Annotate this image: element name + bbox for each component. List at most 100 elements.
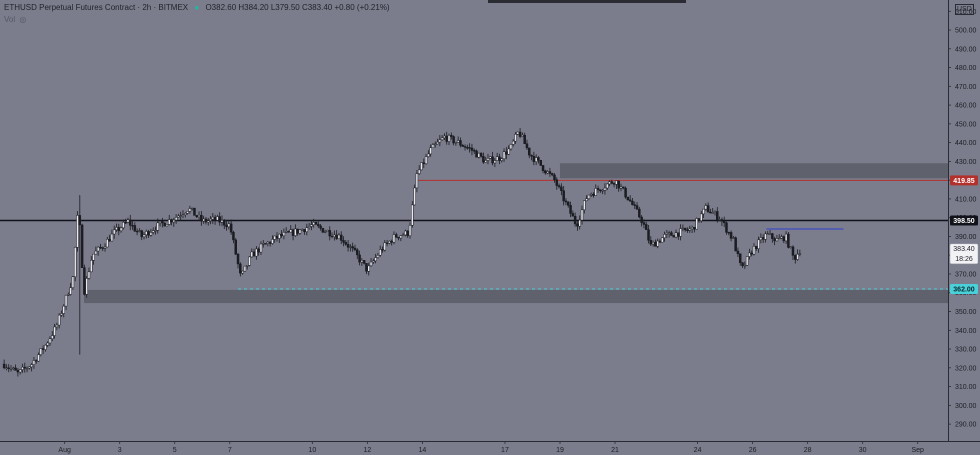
candle-body — [408, 225, 412, 237]
candle-body — [353, 247, 357, 251]
eye-icon[interactable]: ◎ — [19, 15, 27, 24]
candle-body — [711, 212, 714, 214]
candle-body — [491, 156, 494, 164]
candle-body — [468, 147, 471, 149]
candle-body — [154, 230, 157, 232]
candle-body — [466, 147, 469, 149]
candle-body — [484, 160, 487, 163]
candle-body — [284, 231, 288, 233]
candle-body — [344, 242, 348, 245]
candle-body — [220, 219, 224, 223]
candle-body — [688, 228, 692, 231]
volume-indicator[interactable]: Vol ◎ — [4, 15, 26, 24]
price-tick-label: 340.00 — [955, 328, 977, 335]
candle-body — [553, 174, 556, 181]
candle-body — [622, 186, 625, 189]
candle-body — [135, 230, 139, 233]
candle-body — [156, 222, 160, 231]
candle-body — [115, 227, 118, 231]
candle-body — [642, 222, 646, 225]
candle-body — [546, 171, 549, 174]
candle-body — [658, 240, 662, 243]
candle-body — [273, 235, 276, 240]
candle-body — [23, 366, 27, 369]
candle-body — [356, 249, 359, 256]
candle-body — [223, 219, 226, 226]
candle-body — [287, 231, 290, 233]
candle-body — [165, 224, 169, 227]
candle-body — [291, 229, 295, 236]
candle-body — [330, 235, 334, 238]
candle-body — [628, 199, 632, 202]
candle-body — [131, 225, 134, 227]
price-tick-label: 490.00 — [955, 46, 977, 53]
interval-label[interactable]: 2h — [142, 3, 152, 12]
candle-body — [80, 224, 84, 268]
candle-body — [738, 253, 742, 263]
last-price-badge-bg — [949, 243, 979, 265]
symbol-name[interactable]: ETHUSD Perpetual Futures Contract — [4, 3, 136, 12]
candle-body — [404, 230, 407, 236]
candle-body — [443, 135, 446, 139]
candle-body — [438, 139, 442, 143]
candle-body — [706, 205, 710, 213]
candle-body — [459, 140, 462, 146]
candle-body — [307, 226, 311, 228]
candle-body — [149, 232, 153, 236]
candle-body — [633, 204, 637, 206]
candle-body — [771, 233, 774, 239]
candle-body — [124, 222, 127, 224]
candle-body — [445, 135, 448, 142]
last-price-label: 383.40 — [953, 246, 975, 253]
candle-body — [381, 249, 384, 251]
candle-body — [271, 239, 274, 244]
candle-body — [204, 218, 208, 223]
candle-body — [96, 246, 100, 252]
candle-body — [62, 305, 66, 314]
candle-body — [78, 215, 82, 226]
candle-body — [60, 313, 63, 316]
candle-body — [122, 222, 125, 229]
candle-body — [743, 264, 747, 267]
candle-body — [71, 276, 75, 288]
candle-body — [716, 211, 719, 220]
candle-body — [225, 224, 228, 228]
candle-body — [21, 366, 24, 370]
time-axis[interactable]: Aug 3 5 7 10 12 14 17 19 21 24 26 28 30 Sep — [0, 441, 980, 454]
candle-body — [195, 215, 199, 218]
candle-body — [197, 214, 201, 218]
price-tick-label: 460.00 — [955, 103, 977, 110]
price-tick-label: 470.00 — [955, 84, 977, 91]
time-tick-label: Sep — [911, 447, 924, 454]
candle-body — [794, 255, 797, 260]
time-tick-label: 14 — [419, 447, 427, 454]
candle-body — [693, 226, 696, 230]
candle-body — [57, 314, 61, 326]
candle-body — [151, 230, 155, 233]
price-tick-label: 500.00 — [955, 28, 977, 35]
candle-body — [262, 243, 265, 245]
candle-body — [571, 213, 575, 217]
candle-body — [326, 230, 329, 232]
candle-body — [479, 152, 483, 157]
candle-body — [108, 239, 111, 242]
candle-body — [456, 140, 460, 143]
candle-body — [129, 219, 132, 226]
candle-body — [248, 256, 251, 266]
candle-body — [475, 150, 478, 158]
time-tick-label: 7 — [228, 447, 232, 454]
currency-badge[interactable]: USD — [955, 4, 974, 15]
candlestick-series — [2, 127, 802, 377]
candle-body — [328, 230, 332, 237]
candle-body — [759, 237, 763, 241]
candle-body — [234, 239, 237, 255]
candle-body — [335, 234, 338, 240]
candle-body — [177, 215, 180, 218]
candle-body — [573, 215, 577, 225]
candle-body — [372, 260, 375, 263]
candle-body — [349, 246, 352, 248]
candle-body — [704, 205, 708, 210]
top-toolbar-edge — [488, 0, 686, 3]
candle-body — [626, 196, 630, 201]
